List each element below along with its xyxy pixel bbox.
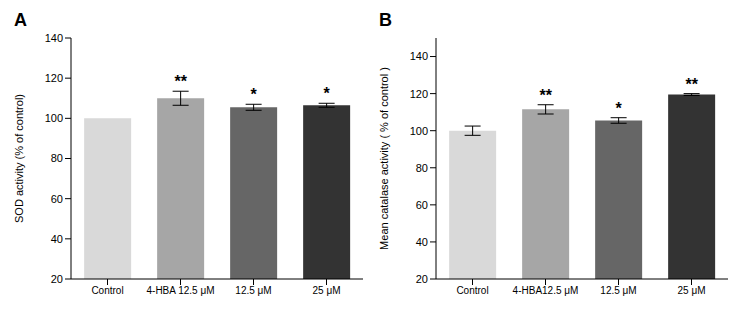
svg-text:*: * [251, 86, 258, 103]
svg-text:100: 100 [410, 125, 428, 137]
svg-text:80: 80 [416, 162, 428, 174]
svg-text:140: 140 [45, 32, 63, 44]
svg-text:40: 40 [416, 236, 428, 248]
html-text:B: B [379, 10, 392, 30]
svg-text:*: * [324, 85, 331, 102]
svg-text:40: 40 [51, 233, 63, 245]
svg-text:*: * [616, 100, 623, 117]
svg-text:80: 80 [51, 152, 63, 164]
svg-text:100: 100 [45, 112, 63, 124]
svg-text:20: 20 [51, 273, 63, 285]
svg-text:**: ** [685, 76, 698, 93]
svg-text:12.5 μM: 12.5 μM [600, 285, 636, 296]
svg-text:4-HBA 12.5 μM: 4-HBA 12.5 μM [146, 285, 214, 296]
svg-text:SOD activity (% of control): SOD activity (% of control) [13, 94, 25, 223]
svg-text:**: ** [174, 73, 187, 90]
svg-text:60: 60 [51, 193, 63, 205]
svg-text:60: 60 [416, 199, 428, 211]
svg-text:Mean catalase activity ( % of: Mean catalase activity ( % of control ) [378, 67, 390, 250]
svg-text:4-HBA12.5 μM: 4-HBA12.5 μM [513, 285, 579, 296]
svg-text:25 μM: 25 μM [313, 285, 341, 296]
svg-text:120: 120 [410, 88, 428, 100]
svg-text:12.5 μM: 12.5 μM [235, 285, 271, 296]
svg-text:**: ** [539, 87, 552, 104]
svg-text:Control: Control [456, 285, 488, 296]
svg-text:25 μM: 25 μM [678, 285, 706, 296]
svg-text:140: 140 [410, 50, 428, 62]
html-text:A: A [14, 10, 27, 30]
svg-text:Control: Control [91, 285, 123, 296]
svg-text:120: 120 [45, 72, 63, 84]
svg-text:20: 20 [416, 273, 428, 285]
